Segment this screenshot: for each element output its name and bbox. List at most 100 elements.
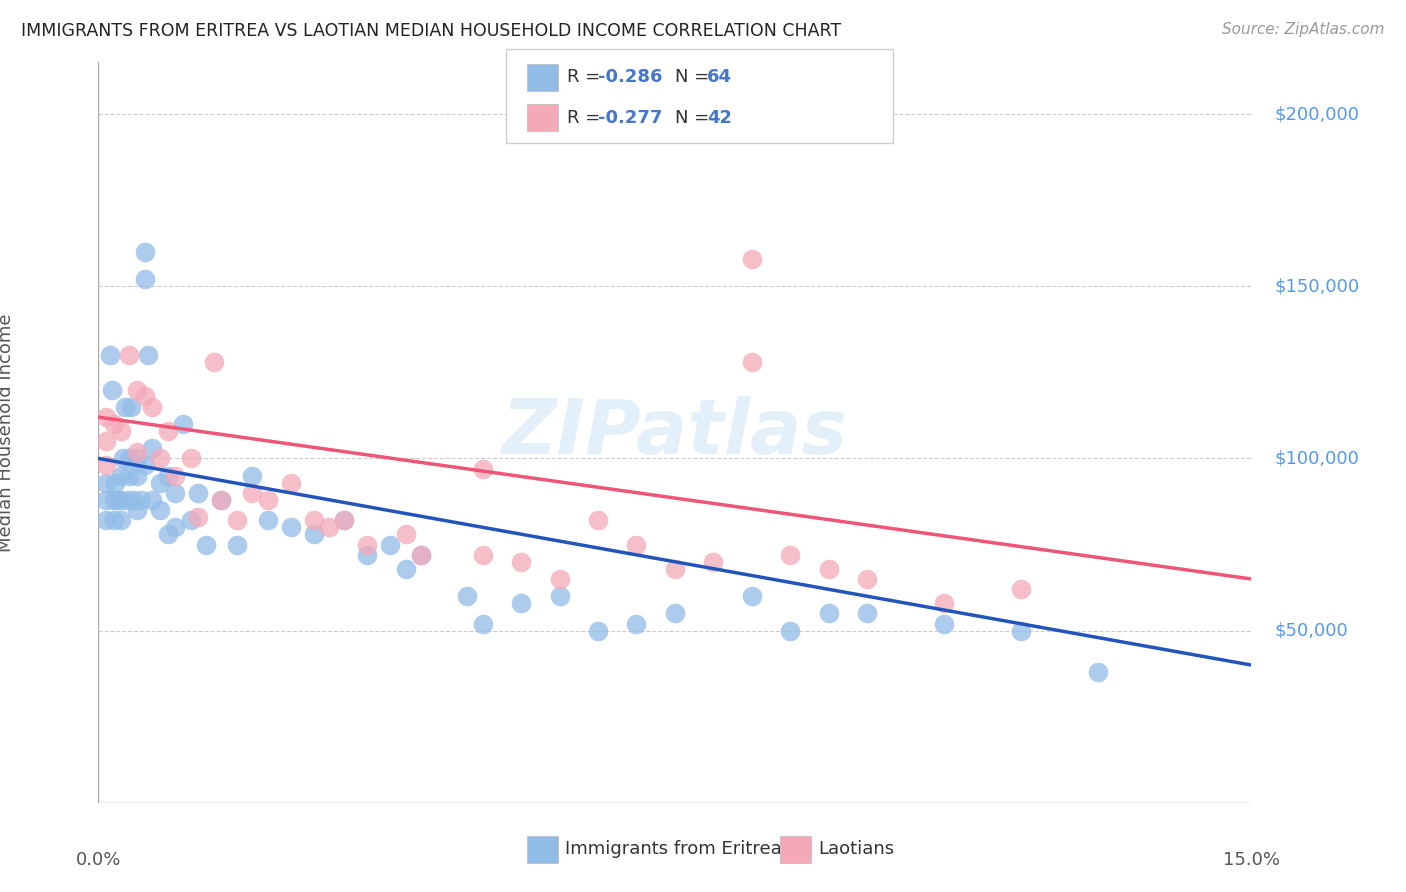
Point bbox=[1087, 665, 1109, 679]
Point bbox=[256, 492, 278, 507]
Point bbox=[94, 434, 117, 449]
Point bbox=[779, 624, 801, 638]
Point bbox=[817, 561, 839, 575]
Point bbox=[134, 272, 156, 286]
Point bbox=[548, 572, 571, 586]
Text: N =: N = bbox=[675, 109, 714, 127]
Point bbox=[240, 468, 263, 483]
Point bbox=[333, 513, 356, 527]
Point bbox=[932, 616, 955, 631]
Point bbox=[141, 400, 163, 414]
Point bbox=[209, 492, 232, 507]
Text: 42: 42 bbox=[707, 109, 733, 127]
Point bbox=[411, 548, 433, 562]
Point bbox=[586, 624, 609, 638]
Point bbox=[94, 513, 117, 527]
Point bbox=[104, 475, 127, 490]
Point bbox=[280, 475, 302, 490]
Point bbox=[741, 252, 763, 266]
Text: 64: 64 bbox=[707, 68, 733, 87]
Text: $100,000: $100,000 bbox=[1274, 450, 1360, 467]
Point bbox=[456, 589, 478, 603]
Point bbox=[165, 520, 187, 534]
Point bbox=[302, 513, 325, 527]
Point bbox=[118, 451, 141, 466]
Point bbox=[302, 527, 325, 541]
Text: -0.286: -0.286 bbox=[598, 68, 662, 87]
Point bbox=[141, 492, 163, 507]
Text: -0.277: -0.277 bbox=[598, 109, 662, 127]
Point bbox=[856, 607, 879, 621]
Point bbox=[779, 548, 801, 562]
Point bbox=[134, 458, 156, 473]
Point bbox=[932, 596, 955, 610]
Point bbox=[125, 444, 148, 458]
Point bbox=[125, 468, 148, 483]
Point bbox=[411, 548, 433, 562]
Point bbox=[741, 589, 763, 603]
Point bbox=[318, 520, 340, 534]
Point bbox=[125, 503, 148, 517]
Point bbox=[138, 348, 160, 362]
Point bbox=[626, 537, 648, 551]
Point bbox=[356, 548, 378, 562]
Point bbox=[107, 492, 129, 507]
Point bbox=[98, 348, 121, 362]
Point bbox=[125, 451, 148, 466]
Text: $50,000: $50,000 bbox=[1274, 622, 1348, 640]
Point bbox=[280, 520, 302, 534]
Point bbox=[103, 492, 125, 507]
Point bbox=[1010, 624, 1032, 638]
Point bbox=[156, 424, 179, 438]
Point bbox=[120, 400, 142, 414]
Point bbox=[333, 513, 356, 527]
Point bbox=[141, 441, 163, 455]
Text: IMMIGRANTS FROM ERITREA VS LAOTIAN MEDIAN HOUSEHOLD INCOME CORRELATION CHART: IMMIGRANTS FROM ERITREA VS LAOTIAN MEDIA… bbox=[21, 22, 841, 40]
Text: ZIPatlas: ZIPatlas bbox=[502, 396, 848, 469]
Point bbox=[510, 596, 533, 610]
Text: R =: R = bbox=[567, 68, 606, 87]
Point bbox=[471, 548, 494, 562]
Text: Laotians: Laotians bbox=[818, 840, 894, 858]
Point bbox=[149, 475, 172, 490]
Point bbox=[101, 383, 124, 397]
Point bbox=[195, 537, 218, 551]
Point bbox=[664, 607, 686, 621]
Point bbox=[741, 355, 763, 369]
Point bbox=[225, 513, 247, 527]
Point bbox=[395, 527, 418, 541]
Point bbox=[110, 492, 132, 507]
Point bbox=[134, 244, 156, 259]
Point bbox=[134, 389, 156, 403]
Point bbox=[94, 492, 117, 507]
Point bbox=[510, 555, 533, 569]
Point bbox=[156, 527, 179, 541]
Point bbox=[114, 400, 136, 414]
Text: $150,000: $150,000 bbox=[1274, 277, 1360, 295]
Point bbox=[202, 355, 225, 369]
Point bbox=[395, 561, 418, 575]
Point bbox=[240, 486, 263, 500]
Point bbox=[94, 458, 117, 473]
Point bbox=[180, 513, 202, 527]
Text: Median Household Income: Median Household Income bbox=[0, 313, 15, 552]
Point bbox=[187, 486, 209, 500]
Point bbox=[702, 555, 724, 569]
Point bbox=[1010, 582, 1032, 597]
Point bbox=[209, 492, 232, 507]
Text: 15.0%: 15.0% bbox=[1223, 851, 1279, 869]
Point bbox=[225, 537, 247, 551]
Point bbox=[172, 417, 194, 431]
Point bbox=[125, 383, 148, 397]
Point bbox=[471, 462, 494, 476]
Point bbox=[118, 468, 141, 483]
Text: 0.0%: 0.0% bbox=[76, 851, 121, 869]
Point bbox=[548, 589, 571, 603]
Point bbox=[111, 451, 134, 466]
Text: $200,000: $200,000 bbox=[1274, 105, 1360, 123]
Point bbox=[165, 468, 187, 483]
Point bbox=[856, 572, 879, 586]
Point bbox=[118, 348, 141, 362]
Point bbox=[110, 424, 132, 438]
Point bbox=[94, 475, 117, 490]
